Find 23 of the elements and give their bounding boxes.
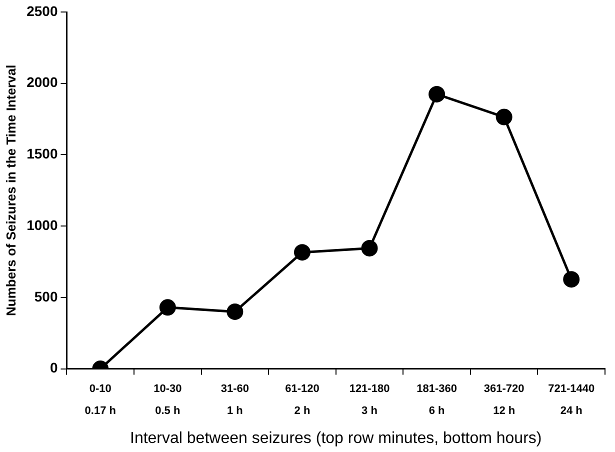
- x-tick-label: 31-60 1 h: [220, 382, 250, 417]
- y-tick-label: 0: [50, 360, 58, 376]
- point: [294, 244, 310, 261]
- y-tick-label: 1500: [26, 146, 58, 162]
- x-tick-label: 0-10 0.17 h: [84, 382, 116, 417]
- x-tick-label: 361-720 12 h: [484, 382, 524, 417]
- y-tick-label: 500: [34, 288, 58, 304]
- point: [361, 240, 378, 256]
- x-tick-label: 181-360 6 h: [416, 382, 457, 417]
- x-tick-label: 61-120 2 h: [285, 382, 320, 417]
- point: [563, 271, 580, 288]
- x-tick-label: 121-180 3 h: [349, 382, 390, 417]
- point: [159, 299, 176, 316]
- y-tick-label: 2000: [26, 74, 58, 90]
- y-axis-title: Numbers of Seizures in the Time Interval: [3, 64, 18, 316]
- point: [428, 86, 446, 102]
- point: [226, 303, 244, 320]
- x-axis-title: Interval between seizures (top row minutes, bottom hours): [130, 430, 542, 447]
- y-tick-label: 1000: [26, 216, 58, 233]
- x-tick-label: 721-1440 24 h: [548, 382, 595, 417]
- y-tick-label: 2500: [26, 2, 58, 19]
- point: [496, 108, 512, 126]
- x-tick-label: 10-30 0.5 h: [154, 382, 182, 417]
